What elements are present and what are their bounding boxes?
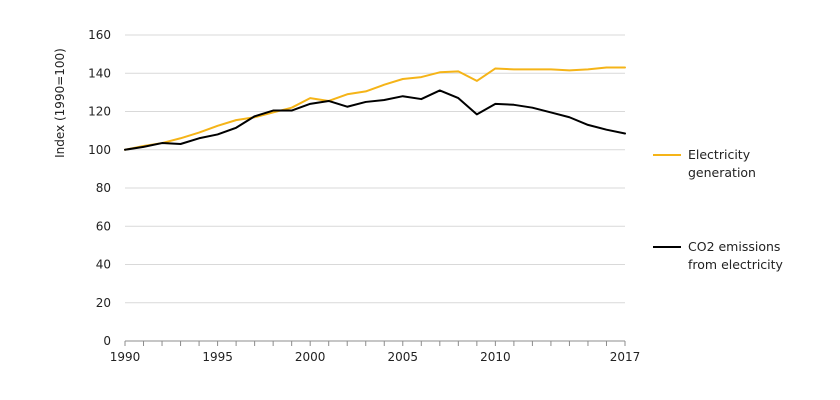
legend-label: CO2 emissions	[688, 239, 780, 254]
legend: Electricity generation CO2 emissions from e…	[653, 147, 784, 272]
legend-item-electricity-generation: Electricity generation	[653, 147, 756, 180]
y-axis-title: Index (1990=100)	[53, 48, 67, 158]
x-tick-label: 2005	[388, 350, 419, 364]
y-tick-label: 100	[88, 143, 111, 157]
series-line-electricity-generation	[124, 66, 626, 151]
y-tick-label: 60	[96, 219, 111, 233]
y-tick-label: 120	[88, 105, 111, 119]
y-tick-label: 0	[103, 334, 111, 348]
x-tick-label: 2000	[295, 350, 326, 364]
data-series	[124, 66, 626, 151]
axes	[124, 340, 626, 346]
y-tick-label: 20	[96, 296, 111, 310]
legend-item-co2-emissions-from-electricity: CO2 emissions from electricity	[653, 239, 784, 272]
x-axis-tick-labels: 1990 1995 2000 2005 2010 2017	[110, 350, 641, 364]
x-tick-label: 1990	[110, 350, 141, 364]
legend-label: generation	[688, 165, 756, 180]
y-tick-label: 80	[96, 181, 111, 195]
legend-label: from electricity	[688, 257, 784, 272]
y-tick-label: 160	[88, 28, 111, 42]
x-tick-label: 2017	[610, 350, 641, 364]
series-line-co2-emissions-from-electricity	[124, 89, 626, 151]
x-tick-label: 1995	[202, 350, 233, 364]
y-tick-label: 40	[96, 258, 111, 272]
x-tick-label: 2010	[480, 350, 511, 364]
gridlines	[125, 34, 625, 304]
y-tick-label: 140	[88, 66, 111, 80]
y-axis-tick-labels: 0 20 40 60 80 100 120 140 160	[88, 28, 111, 348]
legend-label: Electricity	[688, 147, 751, 162]
